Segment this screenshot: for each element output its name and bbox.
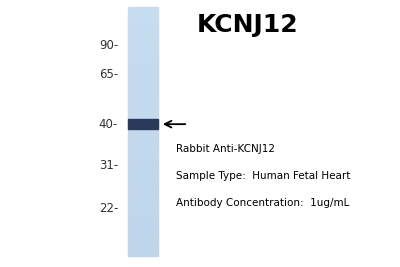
- Bar: [128, 107, 158, 111]
- Bar: [128, 104, 158, 107]
- Bar: [128, 222, 158, 225]
- Bar: [128, 76, 158, 79]
- Bar: [128, 184, 158, 188]
- Bar: [128, 85, 158, 89]
- Bar: [128, 203, 158, 207]
- Bar: [128, 73, 158, 76]
- Bar: [128, 237, 158, 241]
- Bar: [128, 212, 158, 216]
- Bar: [128, 250, 158, 253]
- Bar: [128, 11, 158, 14]
- Text: 40-: 40-: [99, 118, 118, 131]
- Bar: [128, 144, 158, 148]
- Bar: [128, 246, 158, 250]
- Bar: [128, 66, 158, 70]
- Bar: [128, 187, 158, 191]
- Bar: [128, 119, 158, 129]
- Bar: [128, 51, 158, 54]
- Bar: [128, 209, 158, 213]
- Bar: [128, 29, 158, 33]
- Bar: [128, 79, 158, 83]
- Bar: [128, 57, 158, 61]
- Bar: [128, 23, 158, 27]
- Bar: [128, 132, 158, 135]
- Bar: [128, 194, 158, 197]
- Bar: [128, 150, 158, 154]
- Bar: [128, 160, 158, 163]
- Bar: [128, 231, 158, 235]
- Text: KCNJ12: KCNJ12: [197, 13, 299, 37]
- Bar: [128, 38, 158, 42]
- Bar: [128, 82, 158, 86]
- Bar: [128, 95, 158, 98]
- Bar: [128, 110, 158, 113]
- Bar: [128, 169, 158, 172]
- Bar: [128, 48, 158, 52]
- Bar: [128, 141, 158, 145]
- Bar: [128, 147, 158, 151]
- Text: 22-: 22-: [99, 202, 118, 215]
- Bar: [128, 26, 158, 30]
- Bar: [128, 206, 158, 210]
- Bar: [128, 42, 158, 45]
- Bar: [128, 113, 158, 117]
- Bar: [128, 119, 158, 123]
- Bar: [128, 32, 158, 36]
- Bar: [128, 166, 158, 170]
- Bar: [128, 36, 158, 39]
- Bar: [128, 135, 158, 138]
- Bar: [128, 191, 158, 194]
- Bar: [128, 225, 158, 228]
- Bar: [128, 163, 158, 166]
- Bar: [128, 244, 158, 247]
- Bar: [128, 200, 158, 203]
- Bar: [128, 218, 158, 222]
- Text: 90-: 90-: [99, 39, 118, 52]
- Text: Rabbit Anti-KCNJ12: Rabbit Anti-KCNJ12: [176, 144, 275, 154]
- Text: 65-: 65-: [99, 68, 118, 81]
- Bar: [128, 17, 158, 21]
- Bar: [128, 54, 158, 58]
- Bar: [128, 153, 158, 157]
- Text: Sample Type:  Human Fetal Heart: Sample Type: Human Fetal Heart: [176, 171, 350, 181]
- Bar: [128, 215, 158, 219]
- Bar: [128, 116, 158, 120]
- Bar: [128, 181, 158, 185]
- Bar: [128, 91, 158, 95]
- Bar: [128, 60, 158, 64]
- Bar: [128, 138, 158, 142]
- Bar: [128, 253, 158, 256]
- Bar: [128, 234, 158, 238]
- Bar: [128, 63, 158, 67]
- Bar: [128, 197, 158, 201]
- Text: 31-: 31-: [99, 159, 118, 172]
- Bar: [128, 20, 158, 23]
- Bar: [128, 240, 158, 244]
- Bar: [128, 128, 158, 132]
- Bar: [128, 125, 158, 129]
- Bar: [128, 156, 158, 160]
- Bar: [128, 175, 158, 179]
- Bar: [128, 45, 158, 48]
- Bar: [128, 7, 158, 11]
- Bar: [128, 88, 158, 92]
- Bar: [128, 172, 158, 176]
- Bar: [128, 228, 158, 231]
- Bar: [128, 14, 158, 17]
- Bar: [128, 178, 158, 182]
- Bar: [128, 122, 158, 126]
- Bar: [128, 69, 158, 73]
- Text: Antibody Concentration:  1ug/mL: Antibody Concentration: 1ug/mL: [176, 198, 349, 207]
- Bar: [128, 97, 158, 101]
- Bar: [128, 101, 158, 104]
